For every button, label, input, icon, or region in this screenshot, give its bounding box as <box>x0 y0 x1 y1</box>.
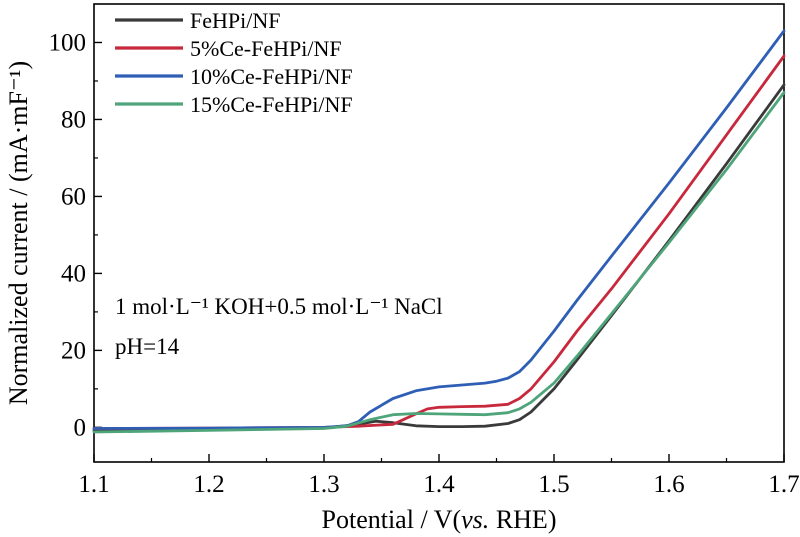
x-axis-label-main: Potential / V( <box>322 505 462 534</box>
annotation-1: pH=14 <box>115 334 180 359</box>
y-tick-label: 100 <box>49 29 87 56</box>
legend: FeHPi/NF 5%Ce-FeHPi/NF 10%Ce-FeHPi/NF 15%Ce… <box>115 8 353 117</box>
series-layer <box>92 29 786 434</box>
legend-label-1: 5%Ce-FeHPi/NF <box>190 36 342 61</box>
y-tick-label: 60 <box>61 183 86 210</box>
x-axis-label: Potential / V(vs. RHE) <box>322 505 557 534</box>
x-tick-label: 1.7 <box>768 471 799 498</box>
legend-label-2: 10%Ce-FeHPi/NF <box>190 64 353 89</box>
series-line-3 <box>92 91 786 434</box>
y-tick-label: 80 <box>61 106 86 133</box>
y-tick-label: 40 <box>61 260 86 287</box>
x-tick-label: 1.4 <box>423 471 455 498</box>
x-axis-label-italic: vs. <box>461 505 489 534</box>
annotations: 1 mol·L⁻¹ KOH+0.5 mol·L⁻¹ NaCl pH=14 <box>115 294 443 359</box>
y-tick-label: 20 <box>61 337 86 364</box>
x-tick-label: 1.3 <box>308 471 339 498</box>
x-tick-label: 1.2 <box>193 471 224 498</box>
x-tick-label: 1.5 <box>538 471 569 498</box>
x-tick-label: 1.1 <box>78 471 109 498</box>
y-axis-label: Normalized current / (mA·mF⁻¹) <box>4 61 33 405</box>
series-line-1 <box>92 54 786 430</box>
axes: 1.1 1.2 1.3 1.4 1.5 1.6 1.7 0 20 40 60 80 100 Potenti… <box>4 3 800 534</box>
annotation-0: 1 mol·L⁻¹ KOH+0.5 mol·L⁻¹ NaCl <box>115 294 443 319</box>
legend-label-3: 15%Ce-FeHPi/NF <box>190 92 353 117</box>
x-axis-label-tail: RHE) <box>489 505 556 534</box>
legend-label-0: FeHPi/NF <box>190 8 280 33</box>
series-line-0 <box>92 83 786 432</box>
x-tick-label: 1.6 <box>653 471 684 498</box>
y-tick-label: 0 <box>74 414 87 441</box>
